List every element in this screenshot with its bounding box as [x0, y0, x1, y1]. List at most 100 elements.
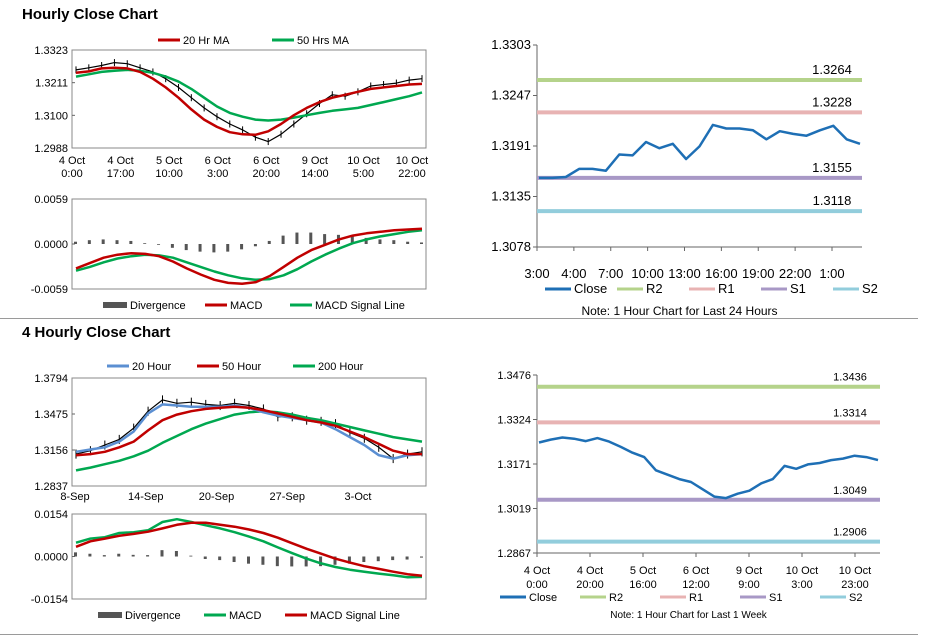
divergence-bar: [267, 240, 271, 244]
y-tick-label: 1.3323: [34, 45, 68, 57]
legend-signal-label: MACD Signal Line: [310, 610, 400, 622]
divergence-bar: [102, 555, 106, 557]
divergence-bar: [146, 555, 150, 557]
x-tick-label: 10:00: [155, 168, 183, 180]
divergence-bar: [420, 556, 423, 558]
x-tick-label: 17:00: [107, 168, 135, 180]
macd-line: [75, 227, 423, 285]
plot-frame: [71, 377, 427, 487]
level-label-r2: 1.3264: [812, 62, 852, 77]
x-tick-label: 8-Sep: [60, 491, 89, 503]
h200-line: [75, 409, 423, 472]
y-tick-label: 1.3171: [497, 459, 531, 471]
legend-s1-swatch: [761, 287, 787, 291]
x-tick-label: 6 Oct: [205, 155, 231, 167]
y-tick-label: 1.3156: [34, 445, 68, 457]
divergence-bar: [281, 235, 285, 244]
divergence-bar: [364, 237, 368, 244]
x-tick-label: 19:00: [742, 266, 775, 281]
divergence-bar: [129, 240, 133, 244]
y-tick-label: 1.3135: [491, 189, 531, 204]
legend-r2-swatch: [617, 287, 643, 291]
legend-close-swatch: [545, 287, 571, 291]
y-tick-label: -0.0154: [31, 594, 68, 606]
signal-line: [75, 229, 423, 282]
divergence-bar: [247, 556, 250, 564]
legend-divergence-swatch: [98, 612, 122, 618]
legend-divergence-label: Divergence: [130, 300, 186, 312]
x-tick-label: 1:00: [819, 266, 844, 281]
x-tick-label: 16:00: [705, 266, 738, 281]
divergence-bar: [378, 239, 382, 244]
divergence-bar: [319, 556, 323, 567]
plot-frame: [71, 198, 427, 290]
x-tick-label: 6 Oct: [253, 155, 279, 167]
bottom-divider: [0, 634, 918, 635]
divergence-bar: [198, 244, 202, 252]
x-tick-label: 27-Sep: [270, 491, 305, 503]
divergence-bar: [350, 236, 354, 244]
y-tick-label: 1.3247: [491, 88, 531, 103]
divergence-bar: [253, 244, 257, 247]
close-line: [539, 123, 861, 180]
legend-ma20-label: 20 Hr MA: [183, 35, 230, 47]
legend-divergence-label: Divergence: [125, 610, 181, 622]
4hourly-pivot-chart: 1.3476 1.3324 1.3171 1.3019 1.2867 1.3436 1.33…: [497, 370, 880, 621]
divergence-bar: [174, 550, 178, 557]
divergence-bar: [295, 232, 299, 244]
x-tick-label: 12:00: [682, 579, 710, 591]
4hourly-macd-chart: 0.0154 0.0000 -0.0154 Divergence MACD MACD Si…: [31, 509, 427, 622]
y-tick-label: 0.0000: [34, 552, 68, 564]
x-tick-label: 9:00: [738, 579, 759, 591]
x-tick-label: 3-Oct: [345, 491, 372, 503]
hourly-section-title: Hourly Close Chart: [22, 6, 158, 23]
divergence-bar: [226, 244, 230, 252]
h50-line: [75, 405, 422, 457]
legend-h50-label: 50 Hour: [222, 361, 261, 373]
x-tick-label: 14-Sep: [128, 491, 163, 503]
x-tick-label: 10 Oct: [839, 565, 871, 577]
price-line: [75, 61, 423, 143]
divergence-bar: [392, 240, 396, 244]
x-tick-label: 3:00: [791, 579, 812, 591]
x-tick-label: 6 Oct: [683, 565, 709, 577]
x-tick-label: 4:00: [561, 266, 586, 281]
divergence-bar: [309, 232, 313, 244]
x-tick-label: 10:00: [631, 266, 664, 281]
divergence-bar: [240, 244, 244, 250]
divergence-bar: [333, 556, 337, 565]
legend-h200-label: 200 Hour: [318, 361, 364, 373]
ma20-line: [75, 66, 423, 137]
x-tick-label: 10 Oct: [396, 155, 428, 167]
divergence-bar: [189, 555, 193, 557]
legend-macd-swatch: [204, 613, 226, 617]
legend-s2-swatch: [820, 595, 846, 599]
legend-close-swatch: [500, 595, 526, 599]
legend-signal-label: MACD Signal Line: [315, 300, 405, 312]
y-tick-label: 1.3211: [35, 78, 68, 90]
y-tick-label: 0.0154: [34, 509, 68, 521]
legend-ma50-label: 50 Hrs MA: [297, 35, 350, 47]
chart-note: Note: 1 Hour Chart for Last 1 Week: [610, 610, 768, 621]
legend-h200-swatch: [293, 364, 315, 368]
y-tick-label: 1.3078: [491, 239, 531, 254]
divergence-bar: [101, 239, 105, 244]
divergence-bar: [117, 553, 121, 557]
x-tick-label: 7:00: [598, 266, 623, 281]
y-tick-label: 1.3794: [34, 373, 68, 385]
section-divider: [0, 318, 918, 319]
divergence-bar: [170, 244, 174, 248]
divergence-bar: [406, 241, 410, 244]
x-tick-label: 16:00: [629, 579, 657, 591]
y-tick-label: 1.3019: [497, 504, 531, 516]
divergence-bar: [323, 234, 327, 244]
legend-r1-label: R1: [689, 592, 703, 604]
divergence-bar: [212, 244, 216, 253]
macd-line: [75, 517, 423, 579]
legend-h20-swatch: [107, 364, 129, 368]
legend-macd-label: MACD: [230, 300, 262, 312]
legend-close-label: Close: [574, 281, 607, 296]
divergence-bar: [115, 240, 119, 244]
x-tick-label: 4 Oct: [107, 155, 133, 167]
